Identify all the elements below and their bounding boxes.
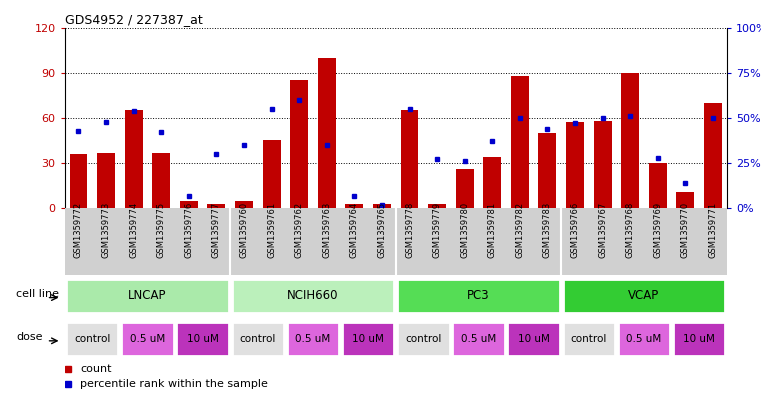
Bar — [456, 169, 473, 208]
Bar — [125, 110, 142, 208]
Bar — [397, 279, 560, 312]
Bar — [97, 152, 115, 208]
Bar — [566, 122, 584, 208]
Text: 10 uM: 10 uM — [517, 334, 549, 344]
Bar — [621, 73, 639, 208]
Bar — [318, 58, 336, 208]
Text: percentile rank within the sample: percentile rank within the sample — [80, 378, 268, 389]
Bar — [483, 157, 501, 208]
Text: 0.5 uM: 0.5 uM — [130, 334, 165, 344]
Text: 10 uM: 10 uM — [186, 334, 218, 344]
Bar — [677, 192, 694, 208]
Text: GDS4952 / 227387_at: GDS4952 / 227387_at — [65, 13, 202, 26]
Bar — [373, 204, 391, 208]
Bar — [704, 103, 722, 208]
Text: dose: dose — [16, 332, 43, 342]
Bar — [342, 322, 394, 356]
Bar — [152, 152, 170, 208]
Text: control: control — [240, 334, 276, 344]
Text: 0.5 uM: 0.5 uM — [295, 334, 330, 344]
Bar — [511, 76, 529, 208]
Bar — [397, 322, 450, 356]
Bar — [452, 322, 505, 356]
Bar — [428, 204, 446, 208]
Bar — [231, 279, 394, 312]
Bar — [263, 140, 281, 208]
Text: VCAP: VCAP — [629, 289, 660, 302]
Bar — [508, 322, 560, 356]
Text: control: control — [571, 334, 607, 344]
Text: 0.5 uM: 0.5 uM — [626, 334, 661, 344]
Bar — [400, 110, 419, 208]
Bar — [539, 133, 556, 208]
Text: NCIH660: NCIH660 — [287, 289, 339, 302]
Text: control: control — [405, 334, 441, 344]
Bar — [649, 163, 667, 208]
Bar — [562, 322, 615, 356]
Text: 0.5 uM: 0.5 uM — [461, 334, 496, 344]
Text: cell line: cell line — [16, 289, 59, 299]
Bar — [180, 201, 198, 208]
Bar — [618, 322, 670, 356]
Text: control: control — [74, 334, 110, 344]
Bar — [673, 322, 725, 356]
Bar — [562, 279, 725, 312]
Bar — [287, 322, 339, 356]
Bar — [235, 201, 253, 208]
Text: LNCAP: LNCAP — [128, 289, 167, 302]
Bar — [66, 279, 229, 312]
Text: 10 uM: 10 uM — [683, 334, 715, 344]
Bar — [231, 322, 284, 356]
Bar — [594, 121, 612, 208]
Text: 10 uM: 10 uM — [352, 334, 384, 344]
Bar — [69, 154, 88, 208]
Bar — [177, 322, 229, 356]
Bar — [208, 204, 225, 208]
Bar — [290, 80, 308, 208]
Bar — [345, 204, 363, 208]
Bar — [121, 322, 174, 356]
Bar — [66, 322, 119, 356]
Text: count: count — [80, 364, 111, 374]
Text: PC3: PC3 — [467, 289, 490, 302]
